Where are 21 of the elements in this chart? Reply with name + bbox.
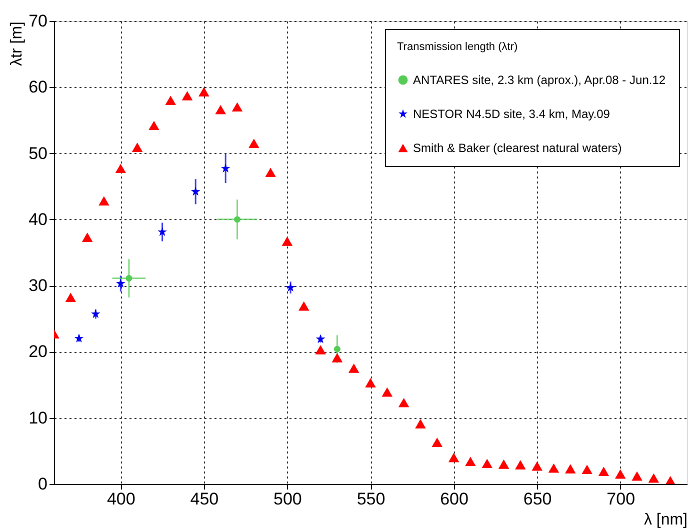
y-tick-label: 40: [28, 210, 48, 229]
legend-title: Transmission length (λtr): [397, 41, 518, 53]
x-axis-title: λ [nm]: [644, 512, 688, 528]
x-tick-label: 700: [606, 490, 636, 508]
y-tick-label: 70: [28, 12, 48, 30]
y-axis-title: λtr [m]: [8, 22, 26, 66]
y-tick-label: 10: [28, 408, 48, 428]
x-tick-label: 450: [190, 490, 219, 508]
x-tick-label: 600: [440, 490, 468, 508]
y-tick-label: 30: [28, 276, 48, 296]
y-tick-label: 50: [28, 144, 48, 163]
x-tick-label: 550: [356, 490, 386, 508]
x-tick-label: 400: [106, 490, 136, 508]
legend-label: NESTOR N4.5D site, 3.4 km, May.09: [413, 107, 610, 121]
y-tick-label: 20: [28, 342, 48, 362]
y-tick-label: 60: [28, 78, 48, 97]
x-tick-label: 650: [523, 490, 552, 508]
x-tick-label: 500: [274, 490, 302, 508]
y-tick-label: 0: [38, 474, 48, 494]
legend-label: Smith & Baker (clearest natural waters): [413, 141, 622, 155]
legend-label: ANTARES site, 2.3 km (aprox.), Apr.08 - Jun.12: [413, 73, 666, 87]
